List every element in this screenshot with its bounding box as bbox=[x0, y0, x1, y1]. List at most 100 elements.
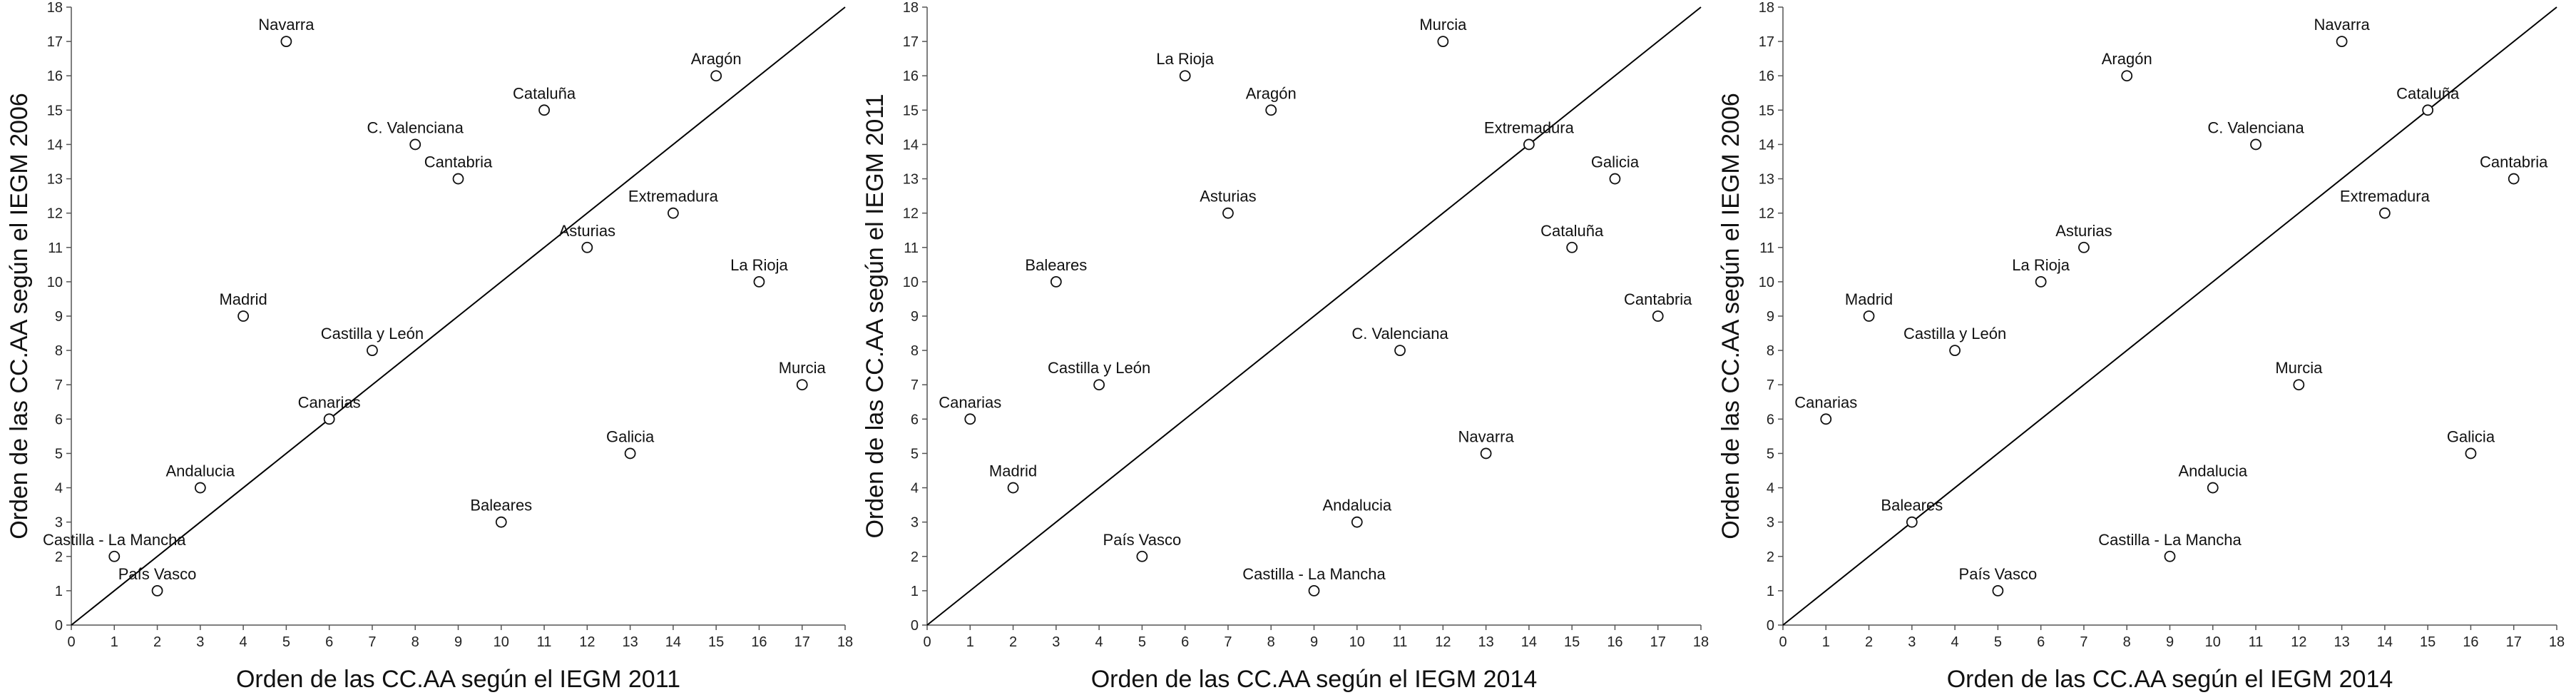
y-tick-label: 10 bbox=[47, 275, 63, 290]
data-point bbox=[1007, 482, 1019, 494]
y-tick-label: 18 bbox=[1759, 0, 1774, 16]
data-point bbox=[1480, 447, 1492, 460]
data-point bbox=[2508, 173, 2520, 185]
y-tick-label: 6 bbox=[911, 412, 919, 427]
y-tick-label: 2 bbox=[55, 549, 63, 565]
data-point-label: Aragón bbox=[2102, 50, 2152, 68]
data-point bbox=[1992, 584, 2004, 597]
data-point-label: Madrid bbox=[989, 462, 1037, 480]
y-tick-label: 10 bbox=[903, 275, 919, 290]
x-tick-label: 0 bbox=[67, 634, 75, 650]
data-point bbox=[2207, 482, 2219, 494]
x-tick-label: 10 bbox=[2205, 634, 2221, 650]
data-point bbox=[538, 104, 550, 116]
data-point bbox=[1265, 104, 1277, 116]
data-point-label: Andalucia bbox=[166, 462, 235, 480]
data-point bbox=[964, 413, 976, 425]
data-point-label: La Rioja bbox=[2012, 256, 2070, 274]
y-tick-label: 14 bbox=[903, 137, 919, 153]
data-point-label: Cataluña bbox=[513, 84, 576, 102]
x-tick-label: 7 bbox=[2080, 634, 2087, 650]
y-tick-label: 6 bbox=[55, 412, 63, 427]
data-point bbox=[2164, 550, 2176, 562]
x-axis-title: Orden de las CC.AA según el IEGM 2014 bbox=[1091, 666, 1538, 693]
y-tick-label: 15 bbox=[47, 103, 63, 118]
y-tick-label: 8 bbox=[55, 343, 63, 359]
data-point-label: Madrid bbox=[219, 290, 267, 308]
data-point bbox=[1566, 241, 1578, 253]
data-point-label: Extremadura bbox=[2340, 188, 2431, 206]
x-tick-label: 11 bbox=[537, 634, 552, 650]
x-tick-label: 14 bbox=[1521, 634, 1537, 650]
x-tick-label: 10 bbox=[1349, 634, 1365, 650]
data-point bbox=[194, 482, 206, 494]
y-tick-label: 18 bbox=[47, 0, 63, 16]
data-point bbox=[1863, 310, 1875, 322]
data-point bbox=[2336, 36, 2348, 48]
x-tick-label: 13 bbox=[622, 634, 638, 650]
data-point bbox=[1523, 138, 1535, 151]
data-point bbox=[1093, 379, 1105, 391]
data-point bbox=[2422, 104, 2434, 116]
y-tick-label: 0 bbox=[55, 618, 63, 634]
data-point-label: País Vasco bbox=[1959, 565, 2038, 583]
y-tick-label: 12 bbox=[1759, 206, 1774, 222]
data-point-label: C. Valenciana bbox=[2207, 118, 2304, 136]
x-tick-label: 16 bbox=[751, 634, 767, 650]
data-point bbox=[495, 516, 507, 528]
x-tick-label: 18 bbox=[2549, 634, 2565, 650]
x-tick-label: 14 bbox=[665, 634, 681, 650]
x-tick-label: 7 bbox=[368, 634, 376, 650]
data-point-label: Navarra bbox=[2314, 16, 2370, 34]
data-point bbox=[581, 241, 593, 253]
y-tick-label: 13 bbox=[903, 172, 919, 188]
data-point-label: Extremadura bbox=[628, 188, 719, 206]
y-tick-label: 11 bbox=[48, 240, 63, 256]
y-tick-label: 9 bbox=[1767, 309, 1774, 325]
y-tick-label: 3 bbox=[55, 515, 63, 531]
data-point bbox=[323, 413, 335, 425]
y-tick-label: 11 bbox=[904, 240, 919, 256]
data-point-label: Cantabria bbox=[1624, 290, 1692, 308]
data-point bbox=[1308, 584, 1320, 597]
x-tick-label: 5 bbox=[282, 634, 290, 650]
data-point-label: C. Valenciana bbox=[1351, 325, 1448, 343]
x-tick-label: 18 bbox=[1693, 634, 1709, 650]
data-point-label: Baleares bbox=[1881, 497, 1943, 514]
y-tick-label: 4 bbox=[1767, 481, 1774, 497]
data-point bbox=[1820, 413, 1832, 425]
y-tick-label: 5 bbox=[911, 446, 919, 462]
y-tick-label: 4 bbox=[55, 481, 63, 497]
data-point bbox=[1050, 275, 1062, 288]
x-tick-label: 18 bbox=[837, 634, 853, 650]
data-point bbox=[1437, 36, 1449, 48]
data-point bbox=[409, 138, 421, 151]
x-tick-label: 16 bbox=[2463, 634, 2478, 650]
y-tick-label: 13 bbox=[1759, 172, 1774, 188]
data-point-label: Andalucia bbox=[1322, 497, 1391, 514]
data-point-label: Cataluña bbox=[1540, 222, 1604, 240]
data-point-label: Galicia bbox=[1591, 153, 1640, 171]
y-tick-label: 9 bbox=[55, 309, 63, 325]
x-tick-label: 16 bbox=[1607, 634, 1622, 650]
y-axis-title: Orden de las CC.AA según el IEGM 2006 bbox=[1717, 93, 1744, 539]
data-point-label: Castilla y León bbox=[1903, 325, 2006, 343]
x-tick-label: 11 bbox=[1393, 634, 1408, 650]
data-point-label: Baleares bbox=[1025, 256, 1087, 274]
data-point-label: C. Valenciana bbox=[367, 118, 464, 136]
x-tick-label: 5 bbox=[1138, 634, 1146, 650]
data-point-label: Asturias bbox=[559, 222, 615, 240]
data-point-label: Asturias bbox=[1200, 188, 1256, 206]
data-point-label: Cantabria bbox=[424, 153, 493, 171]
y-tick-label: 17 bbox=[1759, 34, 1774, 50]
y-axis-title: Orden de las CC.AA según el IEGM 2011 bbox=[862, 93, 889, 538]
y-tick-label: 0 bbox=[911, 618, 919, 634]
y-axis-title: Orden de las CC.AA según el IEGM 2006 bbox=[6, 93, 33, 539]
data-point bbox=[1949, 345, 1961, 357]
x-tick-label: 2 bbox=[1865, 634, 1873, 650]
data-point bbox=[1394, 345, 1406, 357]
data-point bbox=[367, 345, 378, 357]
x-tick-label: 17 bbox=[2506, 634, 2522, 650]
data-point-label: Castilla - La Mancha bbox=[1242, 565, 1386, 583]
